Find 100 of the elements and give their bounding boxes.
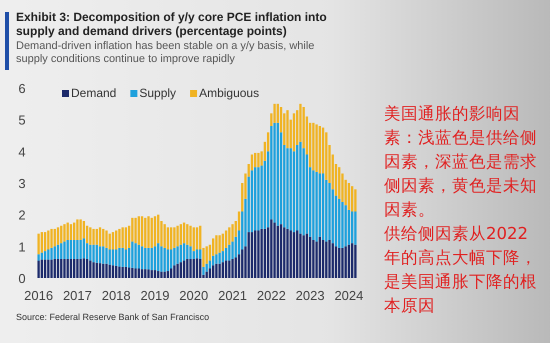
bar [212,256,214,266]
x-tick-label: 2019 [140,288,170,303]
bar [306,234,308,278]
bar [54,246,56,259]
bar [248,232,250,278]
bar [150,248,153,270]
bar [102,228,104,246]
bar [206,246,208,264]
bar [222,262,224,278]
bar [54,259,56,278]
x-tick-label: 2017 [62,288,92,303]
bar [296,145,298,230]
bar [312,240,315,278]
bar [150,218,153,248]
bar [290,230,292,278]
bar [108,250,111,265]
bar [308,236,312,278]
bar [121,227,124,248]
bar [186,259,188,278]
x-tick-label: 2023 [296,288,325,303]
bar [166,271,170,278]
bar [37,234,40,254]
bar [138,268,140,278]
bar [318,126,321,174]
bar [89,244,92,261]
bar [96,262,98,278]
bar [115,250,118,266]
bar [89,227,92,245]
bar [315,124,318,172]
bar [290,148,292,230]
y-tick-label: 3 [18,176,26,191]
bar [254,230,256,278]
bar [222,234,224,252]
bar [121,248,124,267]
bar [192,259,195,278]
annotation: 供给侧因素从2022年的高点大幅下降，是美国通胀下降的根本原因 [384,223,538,317]
bar [344,246,347,278]
bar [254,167,256,230]
bar [228,227,230,245]
y-tick-label: 1 [18,239,26,254]
bar [131,242,134,268]
bar [82,238,86,258]
bar [79,219,82,240]
bar [312,122,315,170]
bar [124,250,128,267]
legend-label: Ambiguous [199,86,260,100]
bar [121,266,124,278]
bar [270,219,273,278]
bar [54,228,56,246]
bar [170,227,172,250]
bar [115,266,118,278]
bar [138,216,140,245]
bar [66,259,69,278]
bar [228,260,230,278]
legend-label: Demand [71,86,116,100]
bar [315,172,318,242]
bar [276,226,279,278]
bar [144,218,146,248]
bar [338,167,340,199]
bar [108,234,111,250]
bar [241,250,244,278]
bar [215,254,218,264]
bar [66,222,69,240]
bar [40,260,44,278]
bar [192,227,195,252]
bar [37,260,40,278]
bar [76,259,79,278]
bar [206,272,208,278]
bar [276,122,279,226]
bar [212,265,214,278]
bar [47,250,50,260]
bar [144,248,146,270]
bar [86,259,88,278]
bar [166,250,170,272]
bar [344,205,347,246]
bar [234,257,237,278]
bar [124,266,128,278]
bar [124,227,128,250]
bar [47,230,50,250]
bar [354,244,357,278]
bar [170,268,172,278]
bar [60,243,62,259]
bar [218,235,221,253]
bar [173,265,176,278]
bar [166,227,170,250]
bar [354,189,357,212]
bar [325,242,328,278]
bar [40,232,44,253]
bar [164,248,166,272]
bar [40,252,44,260]
x-tick-label: 2022 [256,288,286,303]
bar [186,224,188,245]
bar [37,254,40,261]
bar [170,250,172,268]
bar [144,269,146,278]
bar [224,230,228,248]
bar [128,268,130,278]
y-tick-label: 0 [18,271,26,286]
legend-label: Supply [139,86,176,100]
annotation: 美国通胀的影响因素：浅蓝色是供给侧因素，深蓝色是需求侧因素，黄色是未知因素。 [384,103,538,221]
